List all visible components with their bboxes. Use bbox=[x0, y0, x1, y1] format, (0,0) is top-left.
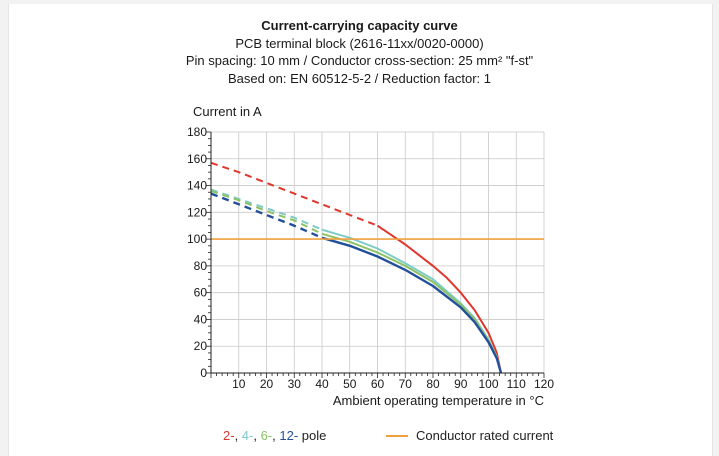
chart-panel bbox=[8, 4, 713, 456]
legend-rated-entry: Conductor rated current bbox=[386, 428, 553, 443]
chart-header: Current-carrying capacity curve PCB term… bbox=[0, 17, 719, 87]
chart-subtitle-3: Based on: EN 60512-5-2 / Reduction facto… bbox=[227, 70, 492, 86]
legend-rated-label: Conductor rated current bbox=[416, 428, 554, 443]
x-tick-label-90: 90 bbox=[454, 377, 468, 391]
legend-pole-part-2: 4- bbox=[241, 428, 254, 443]
chart-subtitle-1: PCB terminal block (2616-11xx/0020-0000) bbox=[235, 35, 484, 51]
x-tick-label-20: 20 bbox=[260, 377, 274, 391]
y-tick-label-80: 80 bbox=[194, 259, 208, 273]
x-tick-label-50: 50 bbox=[343, 377, 357, 391]
legend-pole-part-7: pole bbox=[298, 428, 327, 443]
series-12-dashed bbox=[210, 192, 323, 239]
y-tick-label-160: 160 bbox=[187, 152, 207, 166]
series-4-line bbox=[321, 228, 502, 374]
y-tick-label-0: 0 bbox=[200, 366, 207, 380]
chart-title: Current-carrying capacity curve bbox=[261, 18, 458, 33]
x-tick-label-60: 60 bbox=[371, 377, 385, 391]
series-6-line bbox=[321, 232, 502, 374]
legend-pole-entry: 2-, 4-, 6-, 12- pole bbox=[223, 428, 326, 443]
x-tick-label-80: 80 bbox=[426, 377, 440, 391]
legend-pole-part-4: 6- bbox=[260, 428, 273, 443]
x-tick-label-40: 40 bbox=[315, 377, 329, 391]
series-12-line bbox=[321, 236, 503, 374]
series-2-line bbox=[376, 224, 502, 374]
legend-pole-part-3: , bbox=[253, 428, 261, 443]
y-axis-title: Current in A bbox=[193, 104, 262, 119]
x-tick-label-100: 100 bbox=[478, 377, 498, 391]
legend-pole-part-1: , bbox=[234, 428, 242, 443]
x-axis-title: Ambient operating temperature in °C bbox=[333, 393, 544, 408]
legend-pole-part-0: 2- bbox=[223, 428, 235, 443]
y-tick-label-120: 120 bbox=[187, 205, 207, 219]
x-tick-label-70: 70 bbox=[399, 377, 413, 391]
legend-rated-swatch bbox=[386, 434, 408, 437]
legend-pole-part-6: 12- bbox=[279, 428, 299, 443]
grid-lines bbox=[211, 131, 545, 373]
axes bbox=[206, 131, 545, 378]
x-tick-label-30: 30 bbox=[288, 377, 302, 391]
y-tick-label-20: 20 bbox=[194, 339, 208, 353]
y-tick-label-40: 40 bbox=[194, 312, 208, 326]
chart-subtitle-2: Pin spacing: 10 mm / Conductor cross-sec… bbox=[185, 53, 534, 68]
series-6-dashed bbox=[210, 189, 323, 235]
y-tick-label-140: 140 bbox=[187, 179, 207, 193]
y-tick-label-180: 180 bbox=[187, 125, 207, 139]
x-tick-label-110: 110 bbox=[507, 377, 526, 391]
x-tick-label-120: 120 bbox=[534, 377, 554, 391]
y-tick-label-100: 100 bbox=[187, 232, 207, 246]
series-2-dashed bbox=[210, 161, 378, 227]
y-tick-label-60: 60 bbox=[194, 286, 208, 300]
x-tick-label-10: 10 bbox=[232, 377, 246, 391]
tick-labels: 10 20 30 40 50 60 70 80 90 100 110 120 0 20 40 60 80 100 1… bbox=[187, 125, 554, 391]
series-4-dashed bbox=[210, 188, 323, 231]
series-lines bbox=[210, 161, 544, 374]
legend-pole-part-5: , bbox=[272, 428, 280, 443]
